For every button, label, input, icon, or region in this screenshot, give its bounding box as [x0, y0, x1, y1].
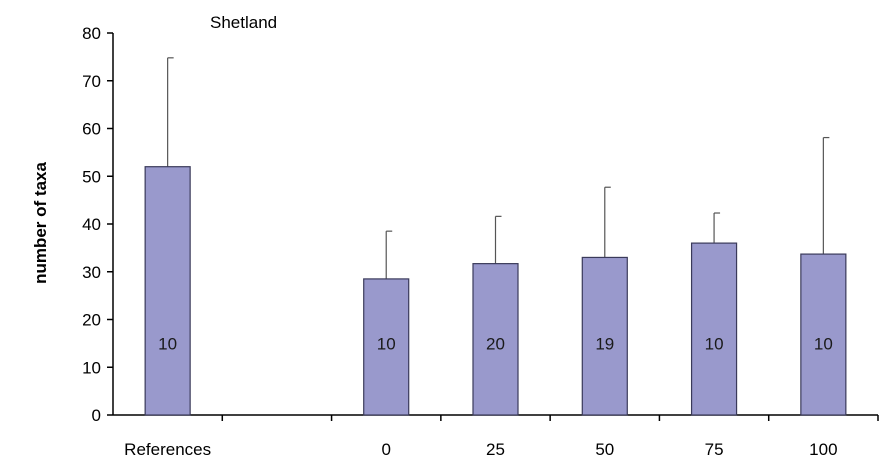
- x-tick-label: 25: [486, 440, 505, 459]
- y-tick-label: 80: [82, 24, 101, 43]
- bar-data-label: 19: [595, 334, 614, 353]
- bar-data-label: 20: [486, 334, 505, 353]
- bar: [581, 256, 628, 416]
- bar-data-label: 10: [814, 334, 833, 353]
- bar: [363, 278, 410, 416]
- y-axis: 0 10 20 30 40 50 60 70 80: [82, 24, 114, 425]
- bar-data-label: 10: [377, 334, 396, 353]
- y-axis-label: number of taxa: [31, 162, 50, 284]
- y-tick-label: 60: [82, 120, 101, 139]
- x-tick-label: 0: [381, 440, 390, 459]
- y-tick-label: 10: [82, 358, 101, 377]
- bar: [800, 253, 847, 416]
- bars: 10 10 20 19 10 10: [144, 57, 847, 416]
- y-tick-label: 0: [92, 406, 101, 425]
- y-tick-label: 30: [82, 263, 101, 282]
- y-tick-label: 50: [82, 167, 101, 186]
- bar: [472, 263, 519, 416]
- x-axis: References 0 25 50 75 100: [113, 414, 879, 459]
- x-tick-label: 50: [595, 440, 614, 459]
- chart-title: Shetland: [210, 13, 277, 32]
- y-tick-label: 40: [82, 215, 101, 234]
- x-tick-label: 75: [705, 440, 724, 459]
- x-tick-label: References: [124, 440, 211, 459]
- bar-data-label: 10: [705, 334, 724, 353]
- bar: [144, 166, 191, 416]
- x-tick-label: 100: [809, 440, 837, 459]
- y-tick-label: 20: [82, 311, 101, 330]
- bar: [690, 242, 738, 416]
- bar-data-label: 10: [158, 334, 177, 353]
- y-tick-label: 70: [82, 72, 101, 91]
